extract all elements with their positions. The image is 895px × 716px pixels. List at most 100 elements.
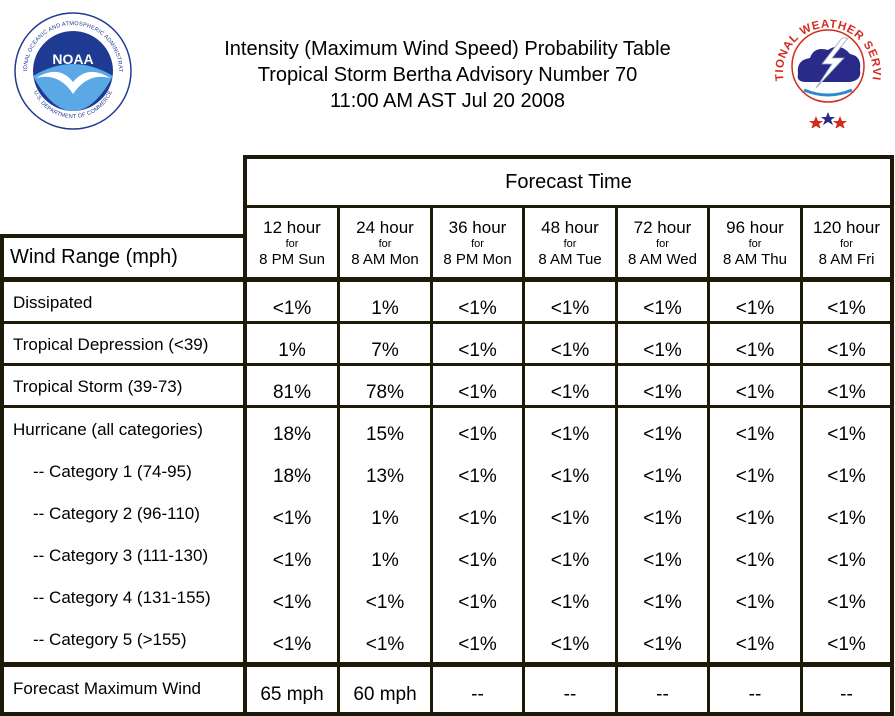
probability-cell: <1%: [458, 592, 497, 613]
probability-cell: <1%: [550, 298, 590, 319]
column-hour: 120 hour: [812, 218, 881, 237]
column-time: 8 AM Fri: [818, 251, 875, 268]
probability-cell: <1%: [550, 550, 590, 571]
column-time: 8 PM Mon: [443, 251, 512, 268]
column-hour: 72 hour: [633, 218, 692, 237]
probability-cell: <1%: [827, 340, 866, 361]
row-label: -- Category 2 (96-110): [33, 504, 200, 523]
column-header: 96 hour for 8 AM Thu: [710, 218, 800, 276]
row-label: Dissipated: [13, 293, 93, 312]
row-label: -- Category 4 (131-155): [33, 588, 211, 607]
column-time: 8 PM Sun: [259, 251, 325, 268]
probability-cell: <1%: [735, 466, 775, 487]
probability-cell: <1%: [643, 508, 682, 529]
page-header: NOAA NATIONAL OCEANIC AND ATMOSPHERIC AD…: [0, 0, 895, 150]
probability-cell: <1%: [550, 424, 590, 445]
column-for: for: [840, 238, 853, 250]
probability-cell: 1%: [278, 340, 306, 361]
svg-text:NOAA: NOAA: [52, 51, 93, 67]
probability-cell: 13%: [365, 466, 405, 487]
probability-cell: <1%: [458, 424, 497, 445]
probability-cell: 15%: [365, 424, 405, 445]
probability-cell: <1%: [827, 550, 866, 571]
probability-cell: <1%: [643, 634, 682, 655]
probability-cell: <1%: [735, 550, 775, 571]
column-hour: 36 hour: [448, 218, 507, 237]
probability-cell: <1%: [365, 592, 405, 613]
column-header: 48 hour for 8 AM Tue: [525, 218, 615, 276]
probability-cell: 18%: [272, 466, 312, 487]
column-header: 24 hour for 8 AM Mon: [340, 218, 430, 276]
column-time: 8 AM Tue: [538, 251, 602, 268]
column-for: for: [378, 238, 392, 250]
probability-cell: <1%: [827, 298, 866, 319]
probability-cell: <1%: [735, 382, 775, 403]
column-header: 12 hour for 8 PM Sun: [247, 218, 337, 276]
row-label: Forecast Maximum Wind: [13, 679, 201, 698]
column-time: 8 AM Mon: [351, 251, 419, 268]
probability-cell: <1%: [550, 592, 590, 613]
column-time: 8 AM Wed: [628, 251, 697, 268]
probability-cell: <1%: [458, 340, 497, 361]
column-time: 8 AM Thu: [723, 251, 787, 268]
probability-cell: 60 mph: [353, 684, 417, 705]
probability-cell: <1%: [550, 508, 590, 529]
column-for: for: [748, 238, 762, 250]
probability-cell: <1%: [365, 634, 405, 655]
probability-cell: <1%: [458, 508, 497, 529]
probability-cell: <1%: [643, 466, 682, 487]
probability-cell: <1%: [735, 424, 775, 445]
probability-cell: 1%: [371, 298, 399, 319]
nws-logo: NATIONAL WEATHER SERVICE: [765, 0, 886, 129]
forecast-time-header: Forecast Time: [505, 170, 632, 193]
probability-cell: <1%: [735, 340, 775, 361]
probability-cell: 65 mph: [260, 684, 324, 705]
probability-cell: <1%: [550, 634, 590, 655]
probability-cell: <1%: [643, 382, 682, 403]
probability-cell: <1%: [735, 592, 775, 613]
wind-range-header: Wind Range (mph): [10, 246, 178, 268]
probability-cell: <1%: [272, 592, 312, 613]
column-header: 36 hour for 8 PM Mon: [433, 218, 522, 276]
row-label: -- Category 3 (111-130): [33, 546, 209, 565]
column-header: 72 hour for 8 AM Wed: [618, 218, 707, 276]
row-label: Hurricane (all categories): [13, 420, 203, 439]
probability-cell: <1%: [643, 340, 682, 361]
probability-cell: <1%: [827, 592, 866, 613]
probability-cell: --: [840, 684, 853, 705]
row-label: -- Category 5 (>155): [33, 630, 187, 649]
row-label: Tropical Depression (<39): [13, 335, 209, 354]
row-label: Tropical Storm (39-73): [13, 377, 183, 396]
title-line-2: Tropical Storm Bertha Advisory Number 70: [257, 64, 638, 86]
probability-cell: <1%: [827, 508, 866, 529]
column-header: 120 hour for 8 AM Fri: [803, 218, 890, 276]
probability-cell: <1%: [643, 550, 682, 571]
probability-cell: 81%: [272, 382, 312, 403]
probability-cell: <1%: [827, 382, 866, 403]
probability-cell: 18%: [272, 424, 312, 445]
column-for: for: [563, 238, 577, 250]
probability-cell: <1%: [272, 550, 312, 571]
title-line-1: Intensity (Maximum Wind Speed) Probabili…: [224, 38, 671, 60]
page-title: Intensity (Maximum Wind Speed) Probabili…: [160, 36, 735, 114]
probability-cell: --: [471, 684, 484, 705]
probability-cell: <1%: [550, 382, 590, 403]
column-hour: 96 hour: [726, 218, 784, 237]
probability-cell: <1%: [272, 508, 312, 529]
probability-cell: <1%: [735, 508, 775, 529]
probability-cell: <1%: [458, 298, 497, 319]
probability-cell: <1%: [643, 592, 682, 613]
column-for: for: [656, 238, 669, 250]
probability-cell: <1%: [643, 298, 682, 319]
probability-cell: <1%: [643, 424, 682, 445]
probability-cell: <1%: [458, 550, 497, 571]
probability-cell: <1%: [827, 634, 866, 655]
probability-cell: --: [656, 684, 669, 705]
probability-cell: <1%: [458, 382, 497, 403]
probability-cell: <1%: [550, 340, 590, 361]
probability-cell: 78%: [365, 382, 405, 403]
probability-cell: <1%: [458, 466, 497, 487]
probability-cell: --: [563, 684, 577, 705]
column-hour: 24 hour: [356, 218, 414, 237]
